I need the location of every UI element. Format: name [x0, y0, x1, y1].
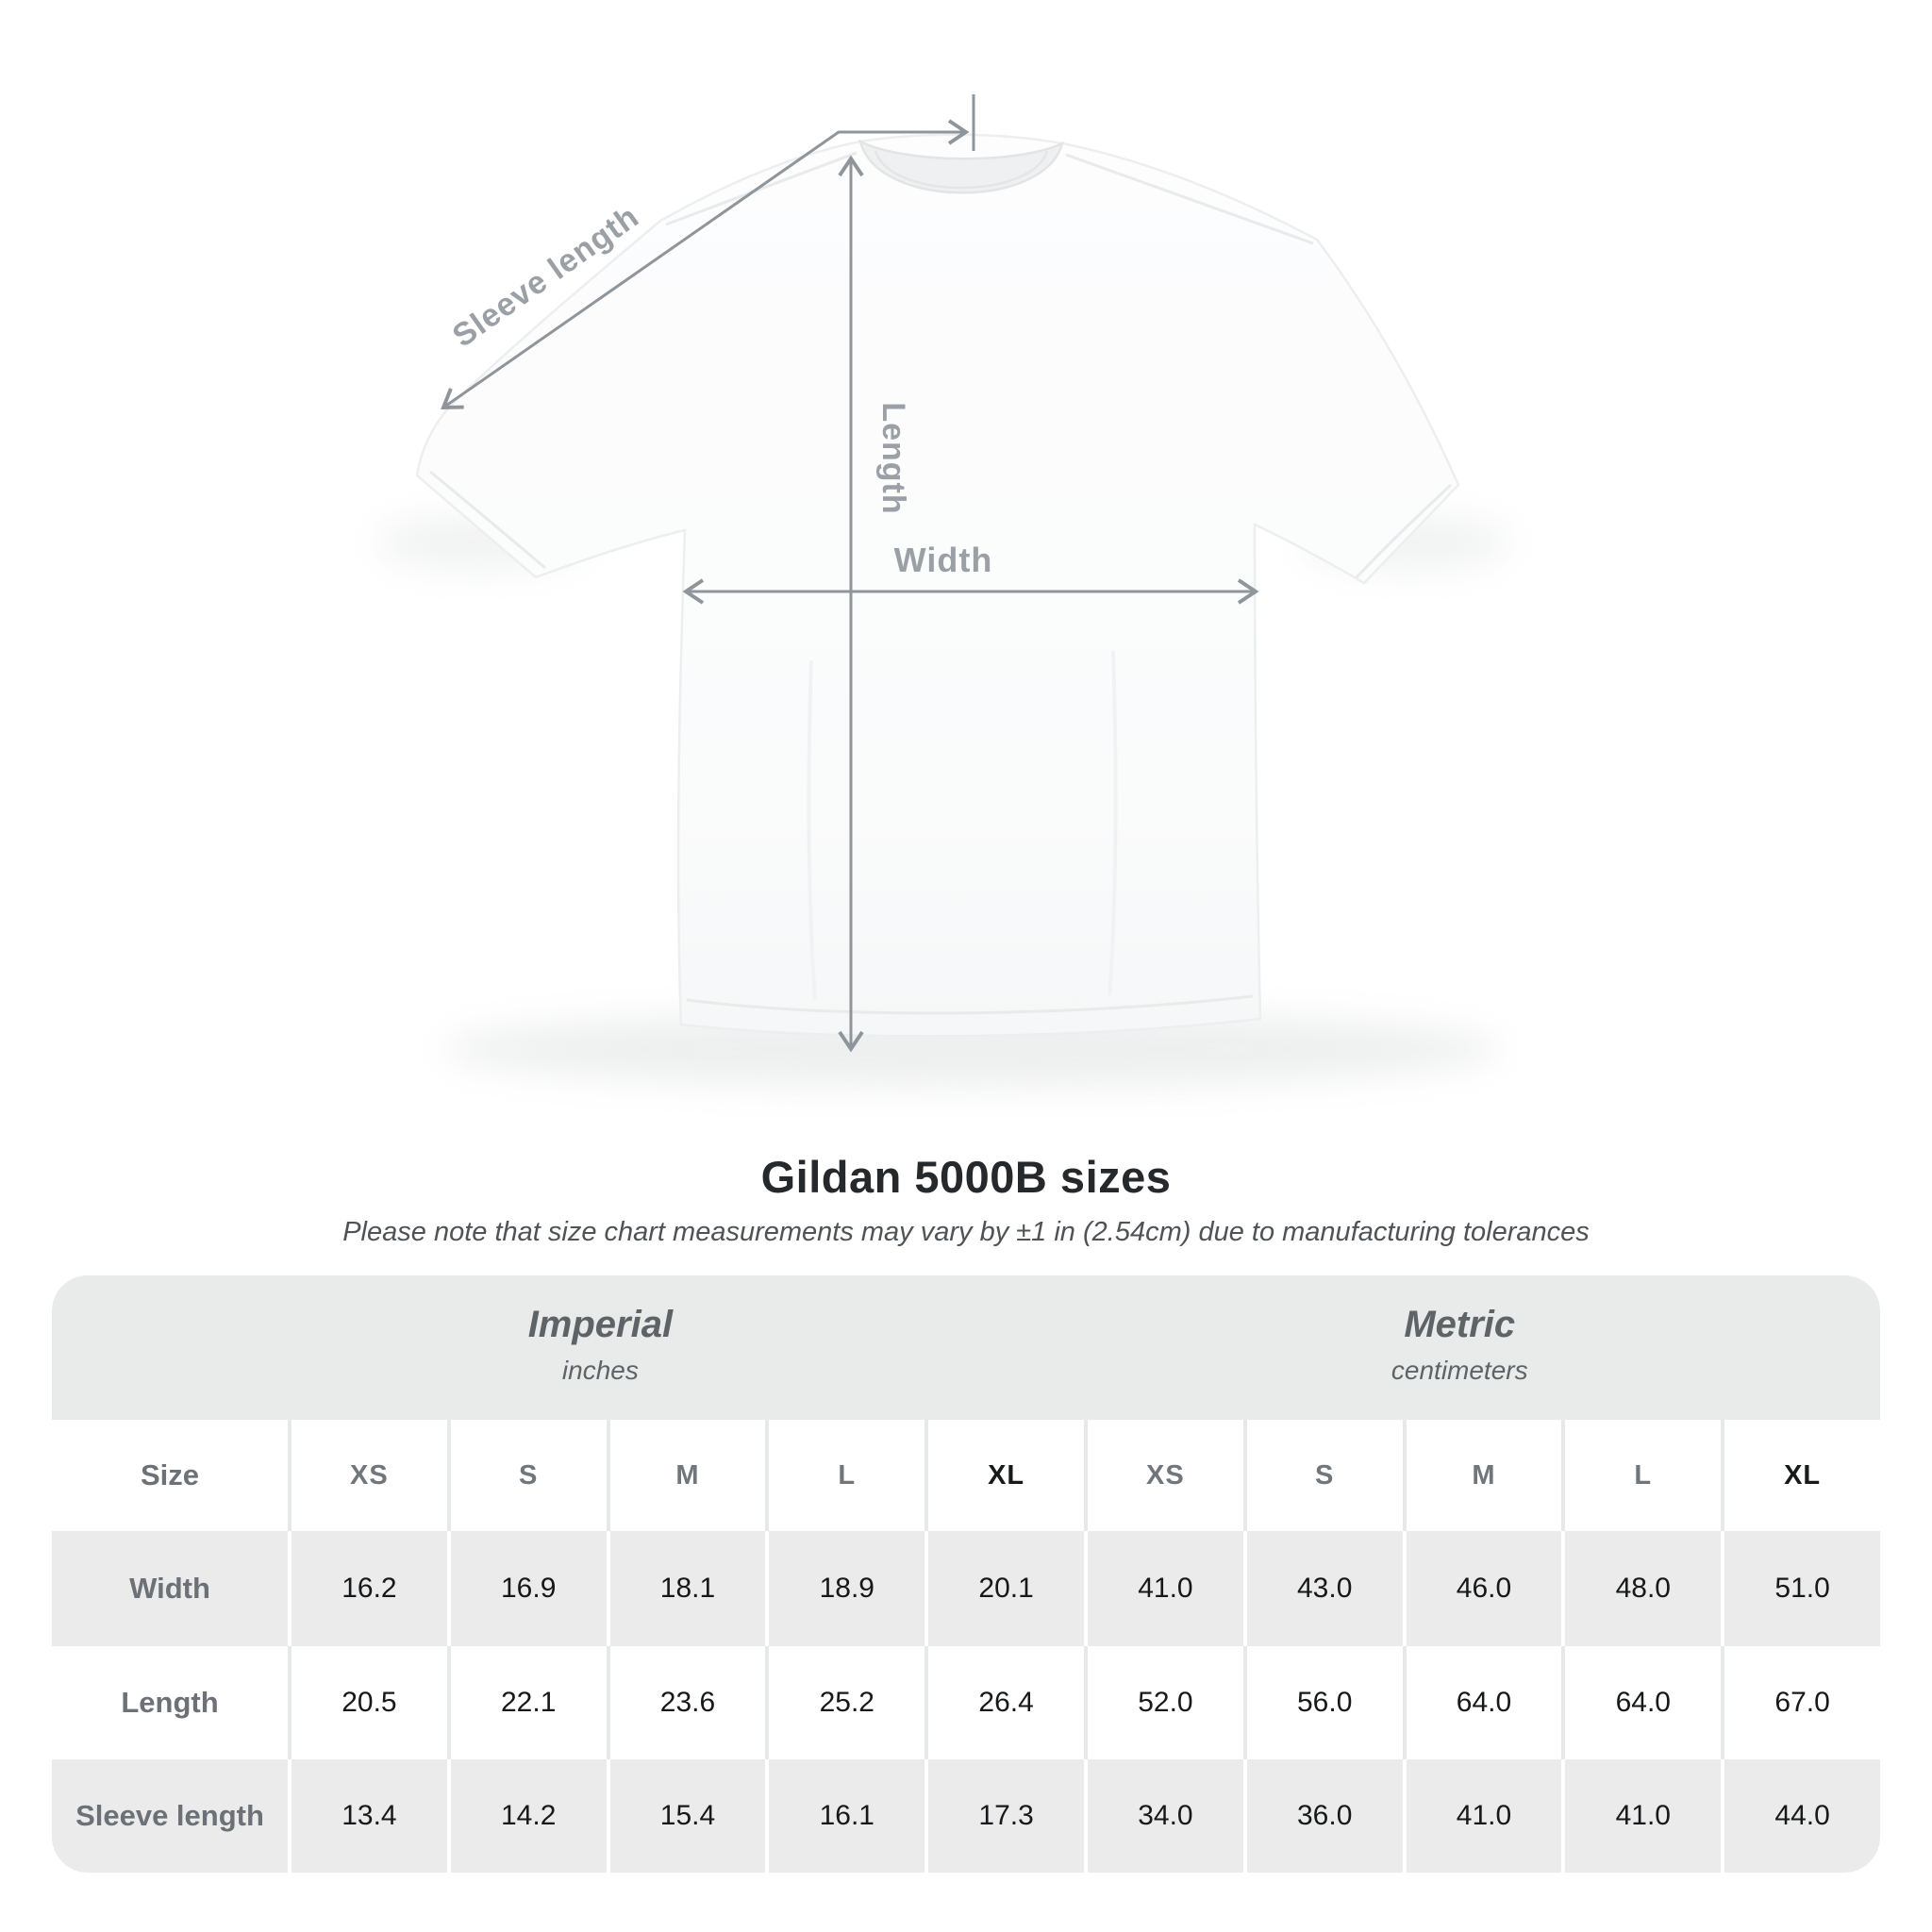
- imperial-unit-group: Imperial inches: [317, 1275, 883, 1386]
- value-cell: 48.0: [1561, 1531, 1722, 1646]
- value-cell: 18.9: [765, 1531, 925, 1646]
- value-cell: 16.1: [765, 1759, 925, 1873]
- value-cell: 56.0: [1242, 1646, 1403, 1759]
- dimension-lines: [441, 94, 1259, 1053]
- tshirt-measurement-diagram: Sleeve length Length Width: [377, 94, 1509, 1087]
- value-cell: 22.1: [446, 1646, 607, 1759]
- value-cell: 25.2: [765, 1646, 925, 1759]
- page-subtitle: Please note that size chart measurements…: [342, 1217, 1590, 1247]
- size-header-cell: S: [1242, 1420, 1403, 1531]
- value-cell: 64.0: [1402, 1646, 1562, 1759]
- unit-band: Imperial inches Metric centimeters: [52, 1275, 1880, 1420]
- size-header-cell: XS: [288, 1420, 447, 1531]
- value-cell: 52.0: [1084, 1646, 1243, 1759]
- value-cell: 46.0: [1402, 1531, 1562, 1646]
- value-cell: 51.0: [1721, 1531, 1880, 1646]
- value-cell: 67.0: [1721, 1646, 1880, 1759]
- size-header-cell: XL: [924, 1420, 1084, 1531]
- size-column-header: Size: [52, 1420, 288, 1531]
- value-cell: 34.0: [1084, 1759, 1243, 1873]
- size-header-cell: L: [1561, 1420, 1722, 1531]
- value-cell: 16.9: [446, 1531, 607, 1646]
- metric-unit-group: Metric centimeters: [1176, 1275, 1742, 1386]
- imperial-label: Imperial: [527, 1304, 674, 1345]
- size-header-cell: L: [765, 1420, 925, 1531]
- value-cell: 43.0: [1242, 1531, 1403, 1646]
- value-cell: 41.0: [1402, 1759, 1562, 1873]
- value-cell: 20.5: [288, 1646, 447, 1759]
- size-header-cell: XS: [1084, 1420, 1243, 1531]
- size-table: Imperial inches Metric centimeters Size …: [52, 1275, 1880, 1873]
- value-cell: 18.1: [606, 1531, 766, 1646]
- value-cell: 41.0: [1084, 1531, 1243, 1646]
- width-label: Width: [894, 541, 993, 579]
- size-header-cell: XL: [1721, 1420, 1880, 1531]
- row-label-width: Width: [52, 1531, 288, 1646]
- row-label-sleeve-length: Sleeve length: [52, 1759, 288, 1873]
- value-cell: 44.0: [1721, 1759, 1880, 1873]
- page-title: Gildan 5000B sizes: [760, 1152, 1172, 1202]
- fabric-folds: [807, 650, 1118, 1001]
- value-cell: 26.4: [924, 1646, 1084, 1759]
- imperial-unit-label: inches: [561, 1356, 639, 1385]
- value-cell: 41.0: [1561, 1759, 1722, 1873]
- row-label-length: Length: [52, 1646, 288, 1759]
- value-cell: 64.0: [1561, 1646, 1722, 1759]
- value-cell: 36.0: [1242, 1759, 1403, 1873]
- size-header-cell: M: [1402, 1420, 1562, 1531]
- sleeve-length-dimension-line: [441, 119, 970, 410]
- value-cell: 13.4: [288, 1759, 447, 1873]
- value-cell: 16.2: [288, 1531, 447, 1646]
- value-cell: 15.4: [606, 1759, 766, 1873]
- value-cell: 20.1: [924, 1531, 1084, 1646]
- size-header-cell: M: [606, 1420, 766, 1531]
- metric-unit-label: centimeters: [1391, 1356, 1528, 1385]
- length-label: Length: [875, 402, 911, 514]
- size-header-cell: S: [446, 1420, 607, 1531]
- value-cell: 23.6: [606, 1646, 766, 1759]
- value-cell: 17.3: [924, 1759, 1084, 1873]
- metric-label: Metric: [1404, 1304, 1516, 1345]
- value-cell: 14.2: [446, 1759, 607, 1873]
